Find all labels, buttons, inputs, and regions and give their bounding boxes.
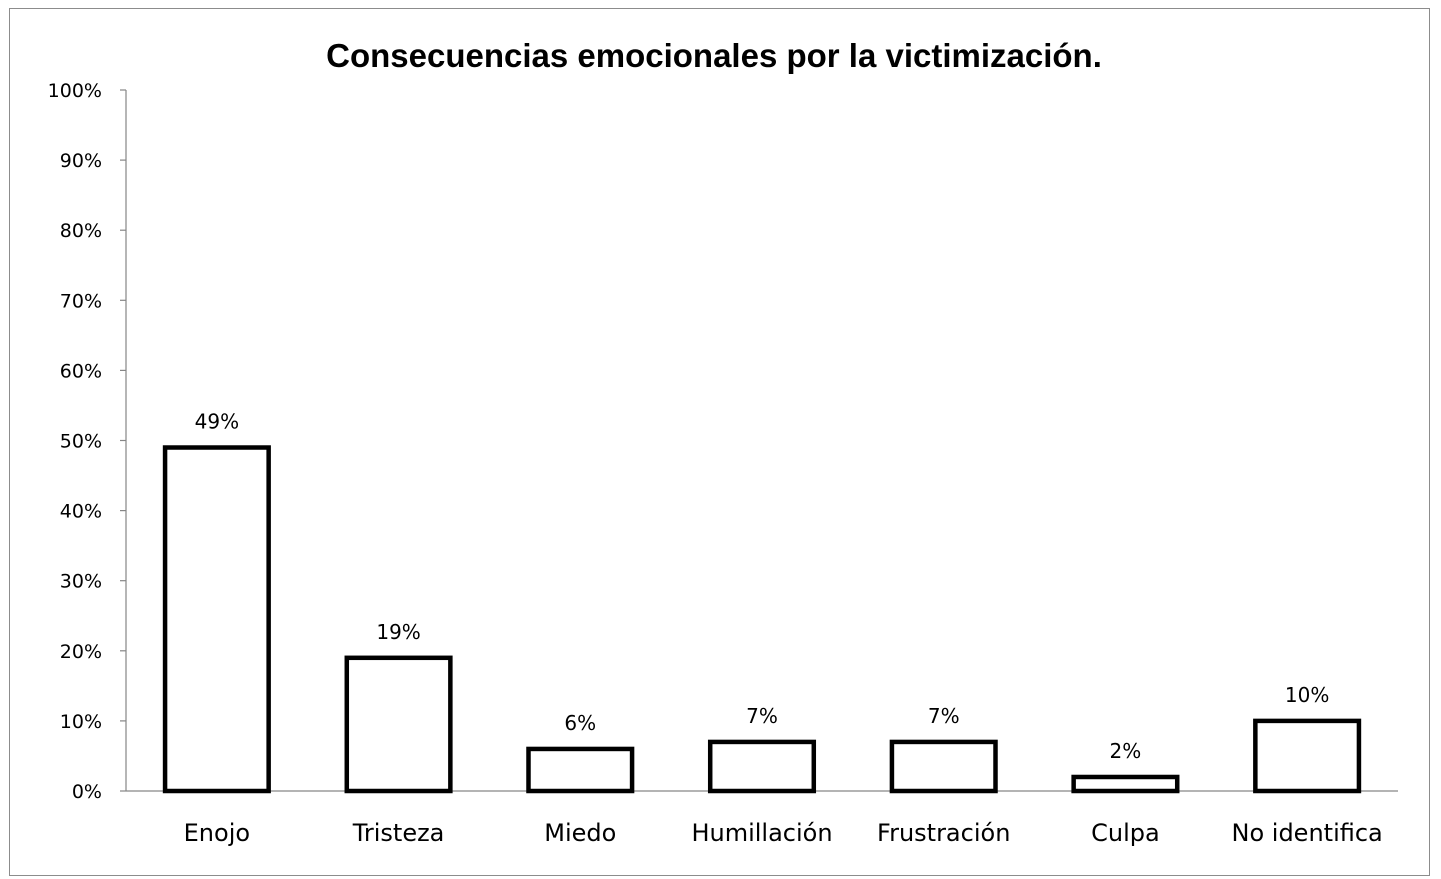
y-tick-label: 90% xyxy=(60,150,102,172)
x-tick-label: No identifica xyxy=(1232,819,1383,847)
bar-frustración xyxy=(889,739,998,794)
data-labels: 49% 19% 6% 7% 7% 2% 10% xyxy=(195,410,1330,763)
x-tick-label: Culpa xyxy=(1091,819,1160,847)
chart-title: Consecuencias emocionales por la victimi… xyxy=(326,37,1102,74)
bar-humillación xyxy=(707,739,817,794)
bar-no-identifica xyxy=(1253,718,1362,794)
x-tick-label: Miedo xyxy=(544,819,616,847)
y-tick-label: 80% xyxy=(60,220,102,242)
bars xyxy=(162,445,1362,794)
y-tick-label: 10% xyxy=(60,711,102,733)
bar-miedo xyxy=(526,746,635,794)
data-label: 7% xyxy=(928,704,960,728)
y-tick-label: 0% xyxy=(72,781,102,803)
data-label: 6% xyxy=(564,711,596,735)
y-tick-label: 20% xyxy=(60,641,102,663)
x-axis: Enojo Tristeza Miedo Humillación Frustración… xyxy=(126,790,1398,847)
bar-tristeza xyxy=(344,655,453,794)
y-tick-label: 50% xyxy=(60,431,102,453)
data-label: 10% xyxy=(1285,683,1329,707)
data-label: 7% xyxy=(746,704,778,728)
bar-culpa xyxy=(1071,774,1180,794)
x-tick-label: Tristeza xyxy=(352,819,445,847)
x-tick-label: Enojo xyxy=(184,819,250,847)
y-tick-label: 100% xyxy=(48,80,102,102)
y-tick-label: 70% xyxy=(60,290,102,312)
y-tick-label: 40% xyxy=(60,501,102,523)
y-axis: 0% 10% 20% 30% 40% 50% 60% 70% 80% 90% 100% xyxy=(48,80,127,803)
bar-enojo xyxy=(162,445,271,794)
y-tick-label: 30% xyxy=(60,571,102,593)
data-label: 2% xyxy=(1110,739,1142,763)
x-tick-label: Humillación xyxy=(691,819,832,847)
data-label: 49% xyxy=(195,410,239,434)
y-tick-label: 60% xyxy=(60,360,102,382)
data-label: 19% xyxy=(376,620,420,644)
x-tick-label: Frustración xyxy=(877,819,1010,847)
